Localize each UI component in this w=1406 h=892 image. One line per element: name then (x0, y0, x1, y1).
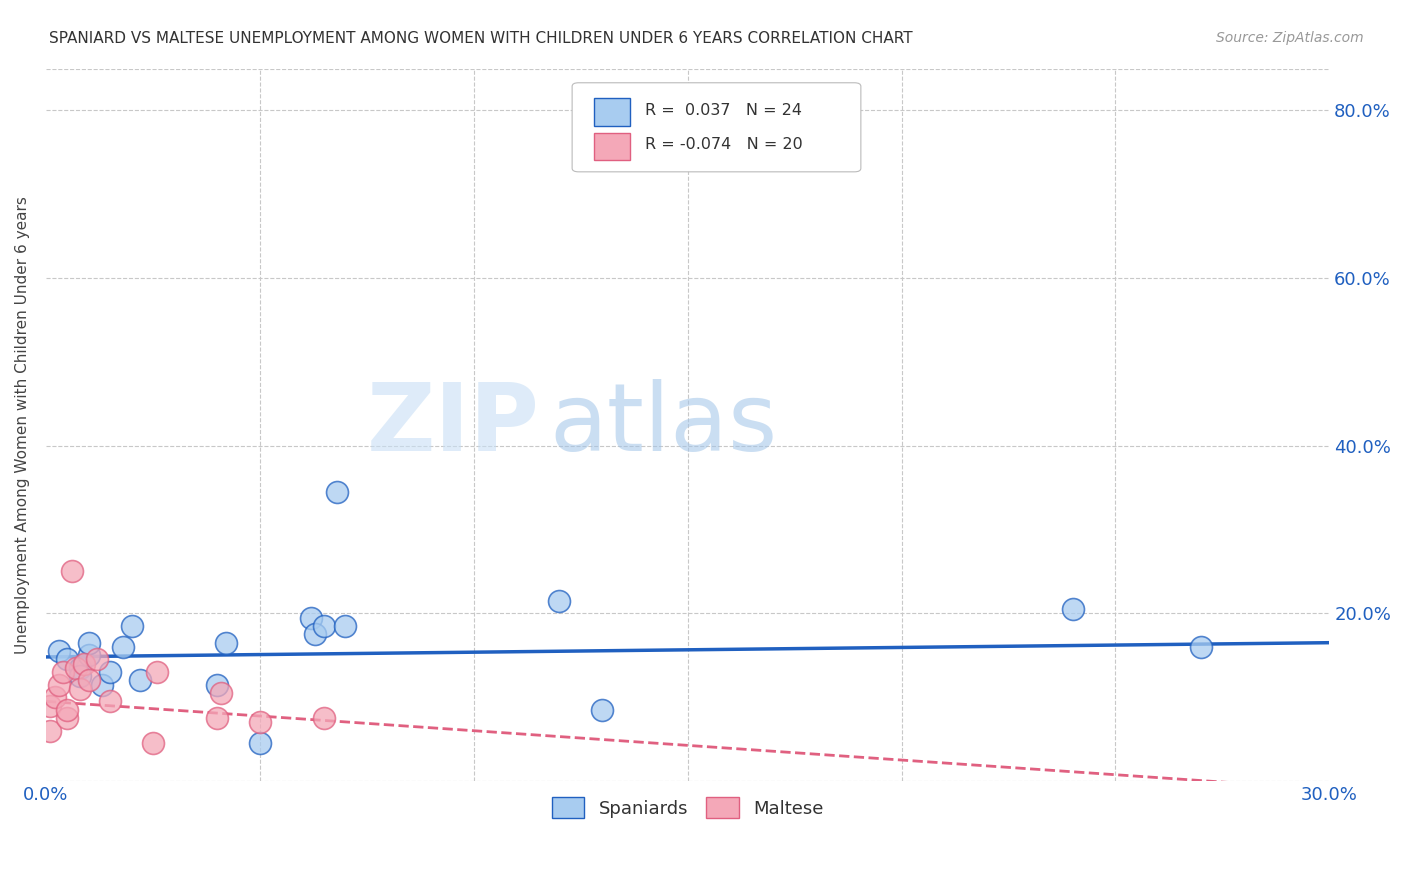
FancyBboxPatch shape (593, 133, 630, 160)
Text: Source: ZipAtlas.com: Source: ZipAtlas.com (1216, 31, 1364, 45)
Text: atlas: atlas (548, 379, 778, 471)
Point (90, 677, 112, 691)
Point (214, 636, 236, 650)
Point (77, 636, 100, 650)
Point (1189, 640, 1212, 654)
Point (52, 665, 75, 679)
Point (783, 124, 806, 138)
Point (39, 723, 62, 738)
Point (129, 673, 152, 688)
Point (312, 711, 335, 725)
Point (249, 736, 271, 750)
Point (335, 619, 357, 633)
Point (326, 484, 349, 499)
Text: R = -0.074   N = 20: R = -0.074 N = 20 (645, 137, 803, 153)
Point (56, 652, 79, 666)
Point (60, 565, 83, 579)
Legend: Spaniards, Maltese: Spaniards, Maltese (544, 790, 831, 825)
Point (205, 711, 228, 725)
Point (548, 594, 571, 608)
Point (56, 703, 79, 717)
Point (249, 715, 271, 730)
Point (77, 673, 100, 688)
FancyBboxPatch shape (593, 98, 630, 126)
Point (98, 665, 121, 679)
Point (205, 677, 228, 691)
Point (299, 610, 322, 624)
Point (209, 686, 232, 700)
Point (146, 665, 169, 679)
Point (39, 698, 62, 713)
Point (48, 644, 70, 658)
Text: ZIP: ZIP (367, 379, 540, 471)
Point (48, 677, 70, 691)
Point (69, 669, 91, 683)
Point (44, 690, 66, 705)
Point (56, 711, 79, 725)
Point (69, 661, 91, 675)
Point (142, 736, 165, 750)
Point (73, 657, 96, 671)
Point (1062, 602, 1084, 616)
Point (77, 648, 100, 663)
Point (86, 652, 108, 666)
Text: R =  0.037   N = 24: R = 0.037 N = 24 (645, 103, 803, 118)
FancyBboxPatch shape (572, 83, 860, 172)
Point (121, 619, 143, 633)
Point (591, 703, 613, 717)
Point (111, 640, 134, 654)
Point (98, 694, 121, 708)
Y-axis label: Unemployment Among Women with Children Under 6 years: Unemployment Among Women with Children U… (15, 196, 30, 654)
Point (304, 627, 326, 641)
Point (65, 661, 87, 675)
Point (312, 619, 335, 633)
Text: SPANIARD VS MALTESE UNEMPLOYMENT AMONG WOMEN WITH CHILDREN UNDER 6 YEARS CORRELA: SPANIARD VS MALTESE UNEMPLOYMENT AMONG W… (49, 31, 912, 46)
Point (69, 681, 91, 696)
